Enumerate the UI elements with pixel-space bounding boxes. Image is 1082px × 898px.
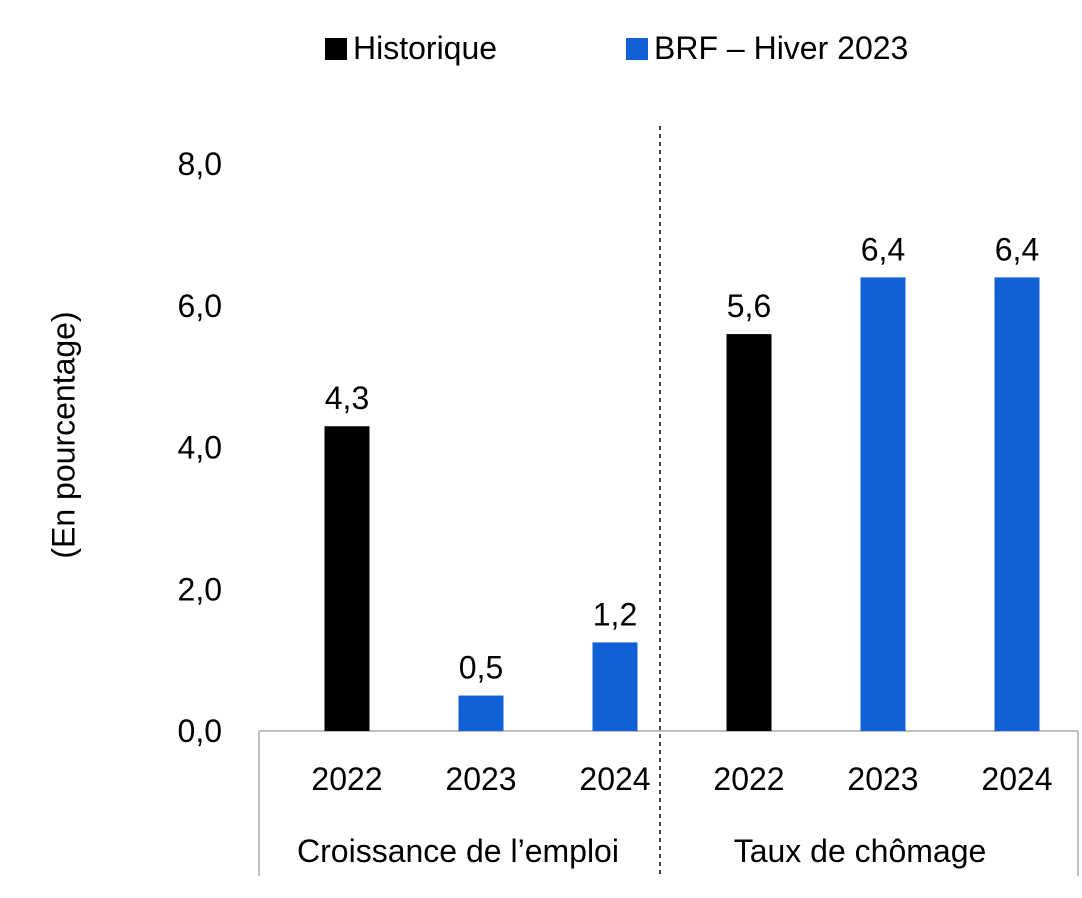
- data-label: 5,6: [727, 288, 771, 324]
- x-tick-label: 2024: [579, 761, 650, 797]
- x-tick-label: 2023: [847, 761, 918, 797]
- y-tick-label: 2,0: [178, 571, 222, 607]
- data-label: 6,4: [861, 231, 905, 267]
- group-label: Taux de chômage: [734, 833, 987, 869]
- data-label: 4,3: [325, 380, 369, 416]
- bar: [994, 277, 1040, 731]
- legend-swatch-historique: [325, 37, 347, 60]
- legend-label-brf: BRF – Hiver 2023: [654, 30, 909, 66]
- legend: Historique BRF – Hiver 2023: [0, 30, 1082, 74]
- y-tick-label: 8,0: [178, 146, 222, 182]
- x-tick-label: 2022: [713, 761, 784, 797]
- group-label: Croissance de l’emploi: [297, 833, 619, 869]
- y-tick-label: 4,0: [178, 430, 222, 466]
- x-tick-label: 2022: [311, 761, 382, 797]
- x-tick-label: 2024: [981, 761, 1052, 797]
- bar: [592, 642, 638, 731]
- bar: [860, 277, 906, 731]
- legend-item-historique: Historique: [325, 30, 497, 67]
- y-tick-label: 6,0: [178, 288, 222, 324]
- bar: [458, 695, 504, 731]
- legend-label-historique: Historique: [353, 30, 498, 66]
- bar: [324, 426, 370, 731]
- bar: [726, 334, 772, 731]
- legend-item-brf: BRF – Hiver 2023: [626, 30, 908, 67]
- x-tick-label: 2023: [445, 761, 516, 797]
- y-tick-label: 0,0: [178, 713, 222, 749]
- data-label: 1,2: [593, 596, 637, 632]
- legend-swatch-brf: [626, 37, 648, 60]
- data-label: 0,5: [459, 650, 503, 686]
- data-label: 6,4: [995, 231, 1039, 267]
